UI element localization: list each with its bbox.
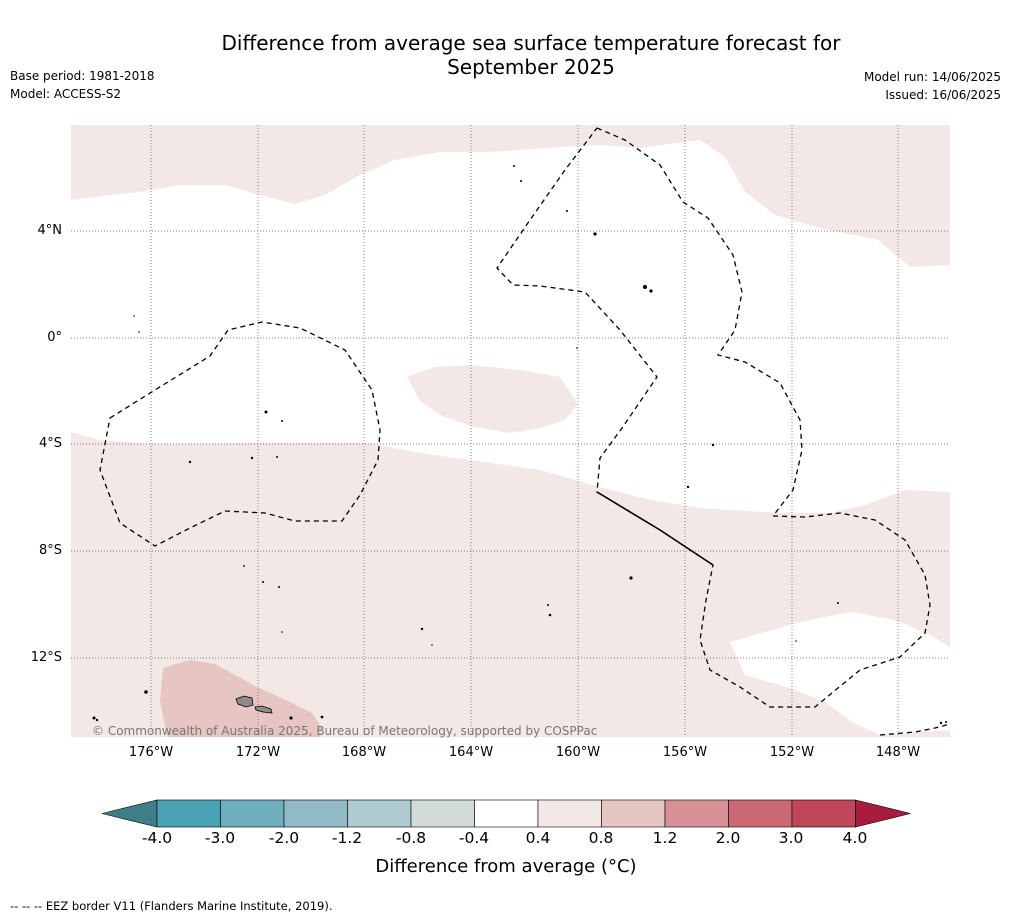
colorbar-band — [410, 799, 475, 828]
eez-footnote: -- -- -- EEZ border V11 (Flanders Marine… — [10, 899, 333, 913]
colorbar-band — [728, 799, 793, 828]
lon-label-172w: 172°W — [235, 745, 281, 760]
colorbar-tick-label: -4.0 — [141, 829, 173, 847]
eez-border-line-islands — [496, 127, 931, 708]
model-name: Model: ACCESS-S2 — [10, 87, 122, 101]
title-line-1: Difference from average sea surface temp… — [221, 31, 841, 55]
colorbar-band — [347, 799, 412, 828]
anomaly-region-north — [71, 125, 950, 267]
copyright-notice: © Commonwealth of Australia 2025, Bureau… — [92, 724, 598, 738]
colorbar-tick-label: -1.2 — [331, 829, 363, 847]
colorbar-tick-label: 4.0 — [842, 829, 868, 847]
meta-left: Base period: 1981-2018 Model: ACCESS-S2 — [10, 67, 155, 103]
eez-borders — [99, 127, 950, 736]
colorbar-band — [664, 799, 729, 828]
lon-label-168w: 168°W — [341, 745, 387, 760]
colorbar-band — [156, 799, 221, 828]
lon-label-152w: 152°W — [769, 745, 815, 760]
colorbar-band — [283, 799, 348, 828]
lat-label-12s: 12°S — [30, 650, 62, 665]
lon-label-164w: 164°W — [448, 745, 494, 760]
issued-date: Issued: 16/06/2025 — [885, 88, 1001, 102]
colorbar-tick-label: 2.0 — [715, 829, 741, 847]
colorbar-tick-label: 0.8 — [588, 829, 614, 847]
colorbar-tick-label: -0.4 — [458, 829, 490, 847]
model-run-date: Model run: 14/06/2025 — [863, 70, 1001, 84]
lat-label-0: 0° — [47, 330, 62, 345]
lat-label-4n: 4°N — [37, 223, 63, 238]
graticule — [71, 125, 950, 737]
colorbar-extend-high — [855, 799, 911, 828]
colorbar-title: Difference from average (°C) — [375, 856, 637, 877]
lon-label-148w: 148°W — [875, 745, 921, 760]
lat-label-8s: 8°S — [38, 543, 62, 558]
islands — [92, 165, 947, 725]
colorbar-band — [474, 799, 539, 828]
meta-right: Model run: 14/06/2025 Issued: 16/06/2025 — [864, 68, 1001, 104]
map-plot-area — [71, 125, 950, 737]
colorbar-band — [220, 799, 285, 828]
eez-border-south-arc — [879, 723, 950, 736]
anomaly-region-south — [71, 432, 950, 737]
chart-title: Difference from average sea surface temp… — [0, 31, 1011, 79]
colorbar-tick-label: 0.4 — [525, 829, 551, 847]
colorbar-tick-label: -0.8 — [395, 829, 427, 847]
colorbar-band — [791, 799, 856, 828]
colorbar — [101, 799, 911, 828]
colorbar-tick-label: -3.0 — [204, 829, 236, 847]
anomaly-region-equatorial — [407, 365, 578, 433]
title-line-2: September 2025 — [447, 55, 615, 79]
colorbar-tick-label: 1.2 — [652, 829, 678, 847]
colorbar-tick-label: -2.0 — [268, 829, 300, 847]
lon-label-156w: 156°W — [662, 745, 708, 760]
colorbar-band — [601, 799, 666, 828]
colorbar-tick-label: 3.0 — [778, 829, 804, 847]
colorbar-extend-low — [101, 799, 158, 828]
lon-label-176w: 176°W — [128, 745, 174, 760]
lat-label-4s: 4°S — [38, 436, 62, 451]
eez-border-tokelau — [99, 321, 381, 547]
lon-label-160w: 160°W — [555, 745, 601, 760]
samoa-islands — [235, 695, 273, 714]
base-period: Base period: 1981-2018 — [10, 69, 155, 83]
eez-border-solid — [596, 491, 714, 566]
colorbar-band — [537, 799, 602, 828]
